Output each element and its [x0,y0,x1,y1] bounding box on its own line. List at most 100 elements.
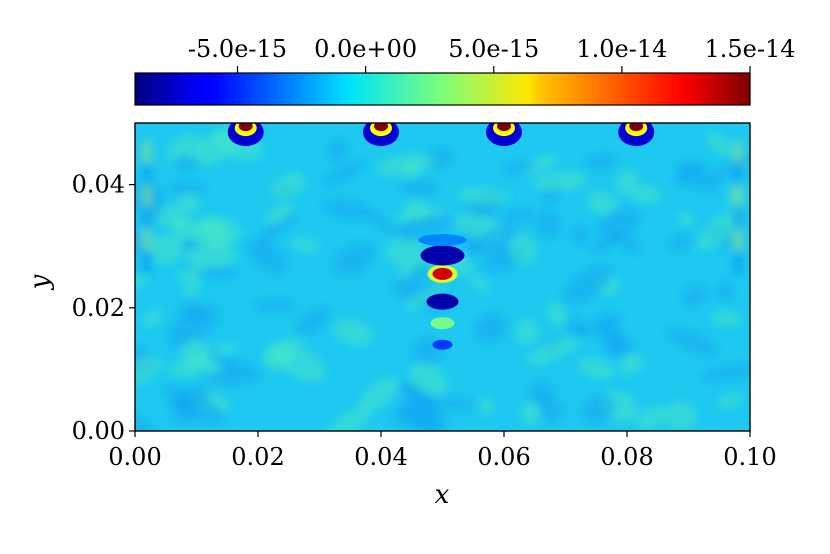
ripple-blob [376,153,435,177]
edge-ripple [141,183,153,211]
colorbar-tick-label: 1.5e-14 [704,35,795,63]
ripple-blob [247,239,288,274]
ripple-blob [716,282,734,301]
ripple-blob [404,285,446,309]
ripple-blob [456,187,510,204]
y-tick-label: 0.02 [72,294,125,322]
trough [426,293,459,310]
ripple-blob [469,274,490,292]
ripple-blob [591,235,618,253]
field-texture [135,127,750,431]
ripple-blob [323,161,365,186]
ripple-blob [706,132,732,155]
ripple-blob [296,307,331,336]
ripple-blob [149,233,185,265]
ripple-blob [630,185,662,204]
edge-ripple [732,183,744,211]
ripple-blob [173,154,199,171]
ripple-blob [409,362,449,396]
ripple-blob [252,299,296,313]
side-lobe [430,317,455,330]
ripple-blob [271,172,307,199]
ripple-blob [636,405,668,430]
ripple-blob [167,357,225,377]
edge-ripple [732,205,744,233]
ripple-blob [572,225,590,246]
x-tick-label: 0.04 [354,443,407,471]
ripple-blob [194,371,240,385]
ripple-blob [474,312,509,343]
plot-frame [134,122,751,432]
ripple-blob [166,134,204,165]
ripple-blob [180,237,200,252]
ripple-blob [207,350,235,369]
ripple-blob [264,203,294,225]
ripple-blob [615,168,639,195]
ripple-blob [323,199,371,221]
ripple-blob [196,127,239,166]
ripple-blob [508,235,538,265]
edge-ripple [141,249,153,277]
ripple-blob [533,170,587,192]
side-lobe [418,234,467,247]
ripple-blob [256,211,297,246]
ripple-blob [710,152,750,182]
colorbar-tick-label: 1.0e-14 [576,35,667,63]
colorbar-gradient [134,72,751,106]
y-tick-label: 0.04 [72,171,125,199]
ripple-blob [467,225,516,257]
ripple-blob [677,160,720,193]
edge-ripple [732,249,744,277]
ripple-blob [333,243,376,276]
colorbar-tick-label: 5.0e-15 [448,35,539,63]
trough [420,245,465,266]
ripple-blob [385,237,426,266]
x-tick-label: 0.08 [600,443,653,471]
x-axis-ticks: 0.00 0.02 0.04 0.06 0.08 0.10 [108,431,777,471]
ripple-blob [664,401,697,431]
ripple-blob [562,264,613,305]
ripple-blob [619,352,644,376]
ripple-blob [536,209,561,239]
ripple-blob [263,337,302,365]
ripple-blob [199,215,243,243]
ripple-blob [563,316,589,338]
ripple-blob [595,311,622,340]
source-peak [238,123,253,132]
ripple-blob [696,210,742,250]
ripple-blob [500,209,536,224]
edge-ripple [141,161,153,189]
ripple-blob [581,394,616,425]
colorbar-ticks: -5.0e-15 0.0e+00 5.0e-15 1.0e-14 1.5e-14 [188,35,796,73]
field-features [227,123,655,350]
ripple-blob [596,207,640,240]
y-tick-label: 0.00 [72,417,125,445]
ripple-blob [514,318,540,345]
ripple-blob [666,328,718,356]
ripple-blob [677,212,695,226]
ripple-blob [326,406,371,431]
edge-ripple [141,139,153,167]
peak-core [432,267,453,280]
ripple-blob [333,319,374,347]
source-peak [497,123,511,132]
source-peak [374,123,388,132]
x-tick-label: 0.06 [477,443,530,471]
ripple-blob [583,154,618,171]
ripple-blob [141,309,163,328]
x-tick-label: 0.10 [723,443,776,471]
ripple-blob [587,190,618,216]
ripple-blob [421,398,480,409]
ripple-blob [668,234,695,251]
edge-ripple [732,139,744,167]
ripple-blob [501,161,536,175]
x-tick-label: 0.02 [231,443,284,471]
ripple-blob [168,305,220,348]
ripple-blob [362,208,398,235]
ripple-blob [358,376,399,413]
edge-ripple [732,227,744,255]
ripple-blob [183,274,201,297]
edge-ripple [141,205,153,233]
ripple-blob [175,263,207,280]
